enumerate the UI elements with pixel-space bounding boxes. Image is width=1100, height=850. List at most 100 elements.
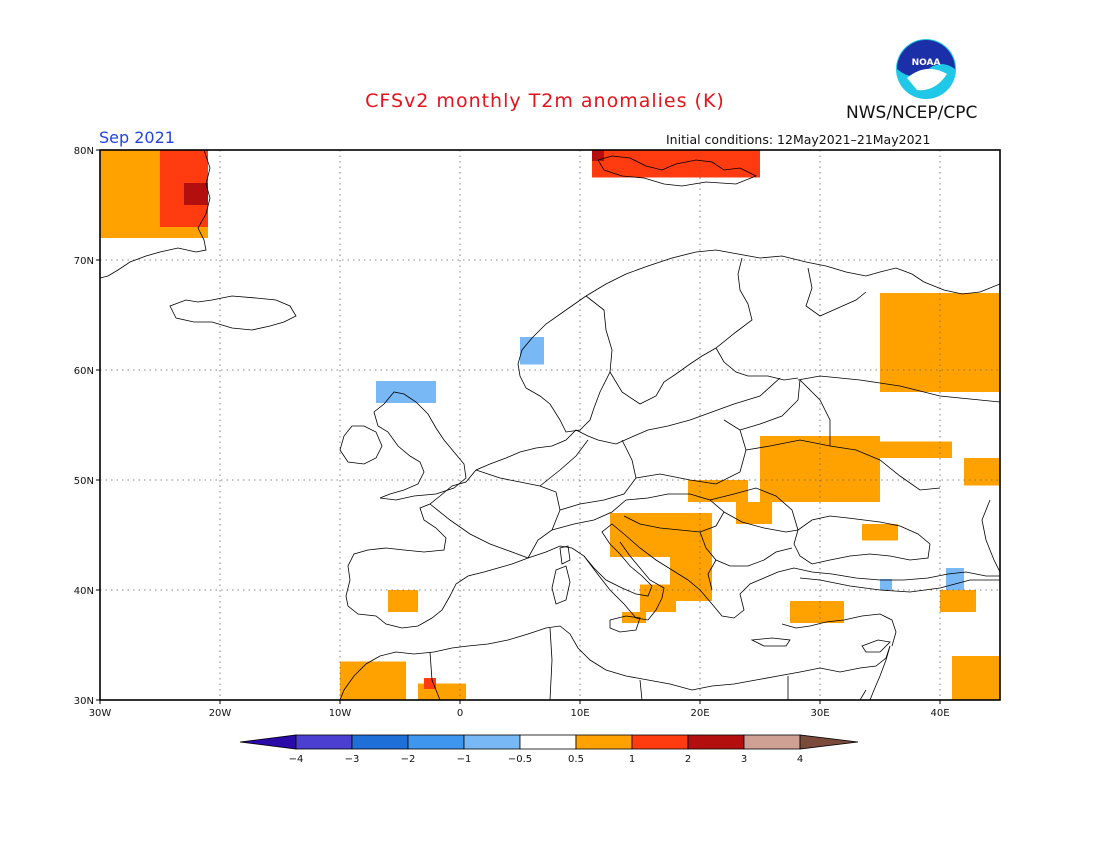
legend-label: 0.5 — [568, 754, 584, 765]
anomaly-morocco — [340, 661, 406, 700]
border-germany — [539, 439, 637, 511]
turkey-south-coast — [781, 613, 897, 647]
anomaly-central-russia — [868, 441, 952, 458]
legend-swatch — [351, 734, 409, 750]
white-sea — [805, 267, 867, 317]
anomaly-croatia — [610, 513, 712, 557]
finland-coast — [715, 347, 799, 381]
legend-label: 3 — [741, 754, 747, 765]
anomaly-spain — [388, 590, 418, 612]
lat-tick-label: 70N — [74, 256, 94, 267]
anomaly-turkey-west — [790, 601, 844, 623]
svalbard-coast — [597, 155, 757, 187]
anomaly-greenland-east — [184, 183, 208, 205]
lat-tick-label: 40N — [74, 586, 94, 597]
north-africa-coast — [339, 625, 891, 700]
legend-swatch — [463, 734, 521, 750]
agency-label: NWS/NCEP/CPC — [846, 103, 978, 123]
legend-arrow-low — [239, 734, 297, 750]
anomaly-algeria — [424, 678, 436, 689]
anomaly-fill-layer — [100, 150, 1000, 700]
border-africa — [429, 627, 789, 700]
anomaly-svalbard — [592, 150, 604, 161]
border-romania — [709, 487, 799, 533]
anomaly-north-sea — [424, 392, 436, 403]
iceland-coast — [169, 295, 297, 331]
border-hungary — [623, 493, 725, 533]
levant-coast — [869, 645, 891, 700]
axis-ticks: 30W 20W 10W 0 10E 20E 30E 40E 80N 70N 60N 50N 40N 30N — [74, 146, 950, 719]
anomaly-scotland — [376, 381, 436, 403]
lat-tick-label: 30N — [74, 696, 94, 707]
anomaly-turkey-east — [940, 590, 976, 612]
legend-arrow-high — [799, 734, 859, 750]
cyprus-coast — [861, 639, 891, 653]
lon-tick-label: 0 — [457, 708, 463, 719]
initial-conditions: Initial conditions: 12May2021–21May2021 — [666, 132, 931, 147]
crete-coast — [750, 637, 791, 647]
legend-label: −1 — [457, 754, 472, 765]
lon-tick-label: 10E — [570, 708, 589, 719]
legend-label: −2 — [401, 754, 416, 765]
anomaly-balkans — [670, 557, 712, 601]
border-russia — [797, 375, 1000, 446]
anomaly-south-italy — [640, 584, 676, 612]
legend-label: −0.5 — [508, 754, 532, 765]
sicily-coast — [609, 615, 641, 633]
anomaly-norway — [520, 337, 544, 365]
border-ukraine — [745, 439, 941, 491]
anomaly-iraq — [952, 656, 1000, 700]
plot-frame — [99, 149, 1001, 701]
legend-label: −4 — [289, 754, 304, 765]
sweden-finland — [609, 257, 753, 405]
corsica-coast — [559, 545, 571, 565]
lon-tick-label: 20E — [690, 708, 709, 719]
lat-tick-label: 80N — [74, 146, 94, 157]
legend-swatch — [407, 734, 465, 750]
greenland-coast — [100, 150, 211, 279]
noaa-logo: NOAA — [895, 38, 957, 100]
colorbar-legend: −4 −3 −2 −1 −0.5 0.5 1 2 3 4 — [239, 734, 859, 765]
norway-sweden-border — [525, 295, 613, 433]
forecast-month: Sep 2021 — [99, 128, 175, 147]
legend-swatch — [743, 734, 801, 750]
scandinavia-coast — [517, 249, 1000, 389]
anomaly-romania — [736, 502, 772, 524]
legend-label: −3 — [345, 754, 360, 765]
lon-tick-label: 40E — [930, 708, 949, 719]
ireland-coast — [339, 425, 383, 465]
lat-tick-label: 50N — [74, 476, 94, 487]
logo-text: NOAA — [912, 58, 941, 68]
sardinia-coast — [551, 565, 571, 605]
red-sea — [859, 689, 867, 700]
map-title: CFSv2 monthly T2m anomalies (K) — [365, 90, 725, 112]
anomaly-carpathians — [688, 480, 748, 502]
legend-swatch — [295, 734, 353, 750]
legend-label: 4 — [797, 754, 803, 765]
anomaly-caucasus — [946, 568, 964, 590]
legend-swatch — [631, 734, 689, 750]
caspian-coast — [981, 499, 1000, 573]
legend-swatch — [687, 734, 745, 750]
gridlines — [100, 150, 1000, 700]
lat-tick-label: 60N — [74, 366, 94, 377]
legend-label: 2 — [685, 754, 691, 765]
legend-swatch — [575, 734, 633, 750]
border-baltic — [739, 379, 801, 431]
lon-tick-label: 30E — [810, 708, 829, 719]
lon-tick-label: 20W — [209, 708, 232, 719]
italy-boot — [583, 541, 665, 621]
continental-coast — [345, 377, 1000, 629]
legend-swatch — [519, 734, 577, 750]
legend-label: 1 — [629, 754, 635, 765]
anomaly-south-russia — [964, 458, 1000, 486]
coastlines — [100, 150, 1000, 700]
border-alps — [551, 499, 627, 531]
black-sea-coast — [793, 515, 931, 565]
lon-tick-label: 30W — [89, 708, 112, 719]
border-turkey — [799, 577, 1000, 593]
great-britain-coast — [373, 391, 467, 501]
border-france — [475, 469, 561, 559]
border-spain — [429, 503, 529, 559]
